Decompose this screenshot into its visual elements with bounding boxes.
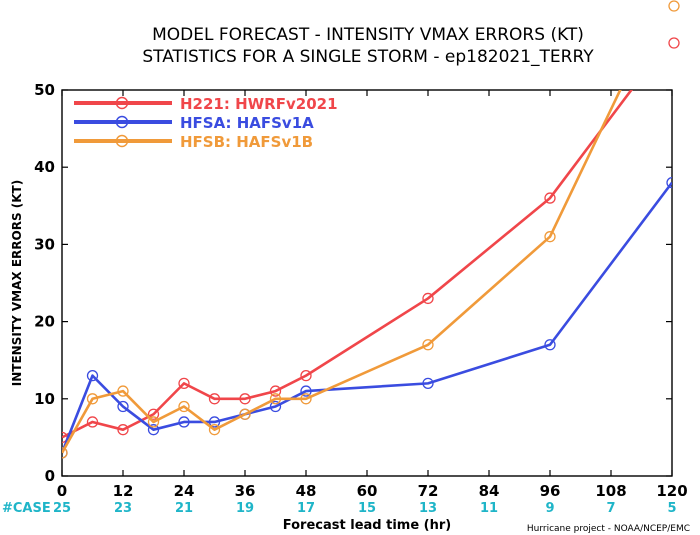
series-line [62, 90, 633, 439]
y-axis-label: INTENSITY VMAX ERRORS (KT) [10, 180, 24, 386]
series-point [208, 393, 221, 405]
chart-title: MODEL FORECAST - INTENSITY VMAX ERRORS (… [152, 25, 584, 45]
series-0 [62, 90, 633, 444]
x-tick-label: 108 [595, 482, 626, 500]
legend-marker [115, 115, 129, 129]
series-point [300, 393, 312, 405]
series-point [422, 377, 434, 390]
case-count: 17 [297, 501, 315, 516]
series-2 [62, 90, 622, 459]
series-point [178, 416, 190, 428]
series-point [544, 192, 556, 204]
series-point [269, 385, 282, 397]
series-point [86, 416, 99, 428]
series-point [422, 339, 434, 351]
x-axis-label: Forecast lead time (hr) [283, 518, 451, 533]
series-point [300, 369, 312, 382]
series-point [239, 408, 251, 420]
case-label: #CASE [2, 501, 51, 516]
x-tick-label: 36 [235, 482, 256, 500]
case-count: 23 [114, 501, 132, 516]
case-count: 13 [419, 501, 437, 516]
x-tick-label: 84 [479, 482, 500, 500]
series-point [147, 408, 160, 420]
legend-label: HFSB: HAFSv1B [180, 133, 313, 151]
series-point [86, 369, 99, 382]
case-count: 19 [236, 501, 254, 516]
x-tick-label: 120 [656, 482, 687, 500]
credit-text: Hurricane project - NOAA/NCEP/EMC [527, 524, 690, 534]
series-point [178, 377, 190, 390]
series-point [269, 393, 282, 405]
corner-marker-icon-red [668, 37, 680, 49]
legend-label: HFSA: HAFSv1A [180, 114, 314, 132]
series-line [62, 90, 622, 454]
series-point [300, 385, 312, 397]
x-tick-label: 60 [357, 482, 378, 500]
legend-marker [115, 134, 129, 148]
y-tick-label: 40 [34, 158, 55, 176]
y-tick-label: 50 [34, 81, 55, 99]
series-point [117, 424, 129, 436]
x-tick-label: 0 [57, 482, 67, 500]
case-count: 9 [545, 501, 554, 516]
series-line [62, 181, 672, 454]
series-point [269, 400, 282, 413]
corner-marker-icon-orange [668, 0, 680, 12]
series-point [86, 393, 99, 405]
x-tick-label: 24 [174, 482, 195, 500]
series-point [544, 339, 556, 351]
series-point [239, 393, 251, 405]
y-tick-label: 30 [34, 235, 55, 253]
x-tick-label: 96 [540, 482, 561, 500]
case-count: 5 [667, 501, 676, 516]
series-point [208, 416, 221, 428]
series-point [62, 447, 68, 459]
legend-label: H221: HWRFv2021 [180, 95, 338, 113]
case-count: 25 [53, 501, 71, 516]
series-point [147, 424, 160, 436]
case-count: 15 [358, 501, 376, 516]
x-tick-label: 12 [113, 482, 134, 500]
chart-subtitle: STATISTICS FOR A SINGLE STORM - ep182021… [142, 47, 594, 67]
series-point [147, 416, 160, 428]
series-point [178, 400, 190, 413]
x-tick-label: 72 [418, 482, 439, 500]
case-count: 11 [480, 501, 498, 516]
series-point [544, 231, 556, 243]
y-tick-label: 20 [34, 313, 55, 331]
y-tick-label: 10 [34, 390, 55, 408]
series-point [117, 385, 129, 397]
x-tick-label: 48 [296, 482, 317, 500]
plot-frame [61, 89, 673, 477]
case-count: 7 [606, 501, 615, 516]
series-point [208, 424, 221, 436]
series-point [666, 176, 672, 189]
case-count: 21 [175, 501, 193, 516]
series-point [422, 292, 434, 305]
legend-marker [115, 96, 129, 110]
series-point [117, 400, 129, 413]
y-tick-label: 0 [45, 467, 55, 485]
